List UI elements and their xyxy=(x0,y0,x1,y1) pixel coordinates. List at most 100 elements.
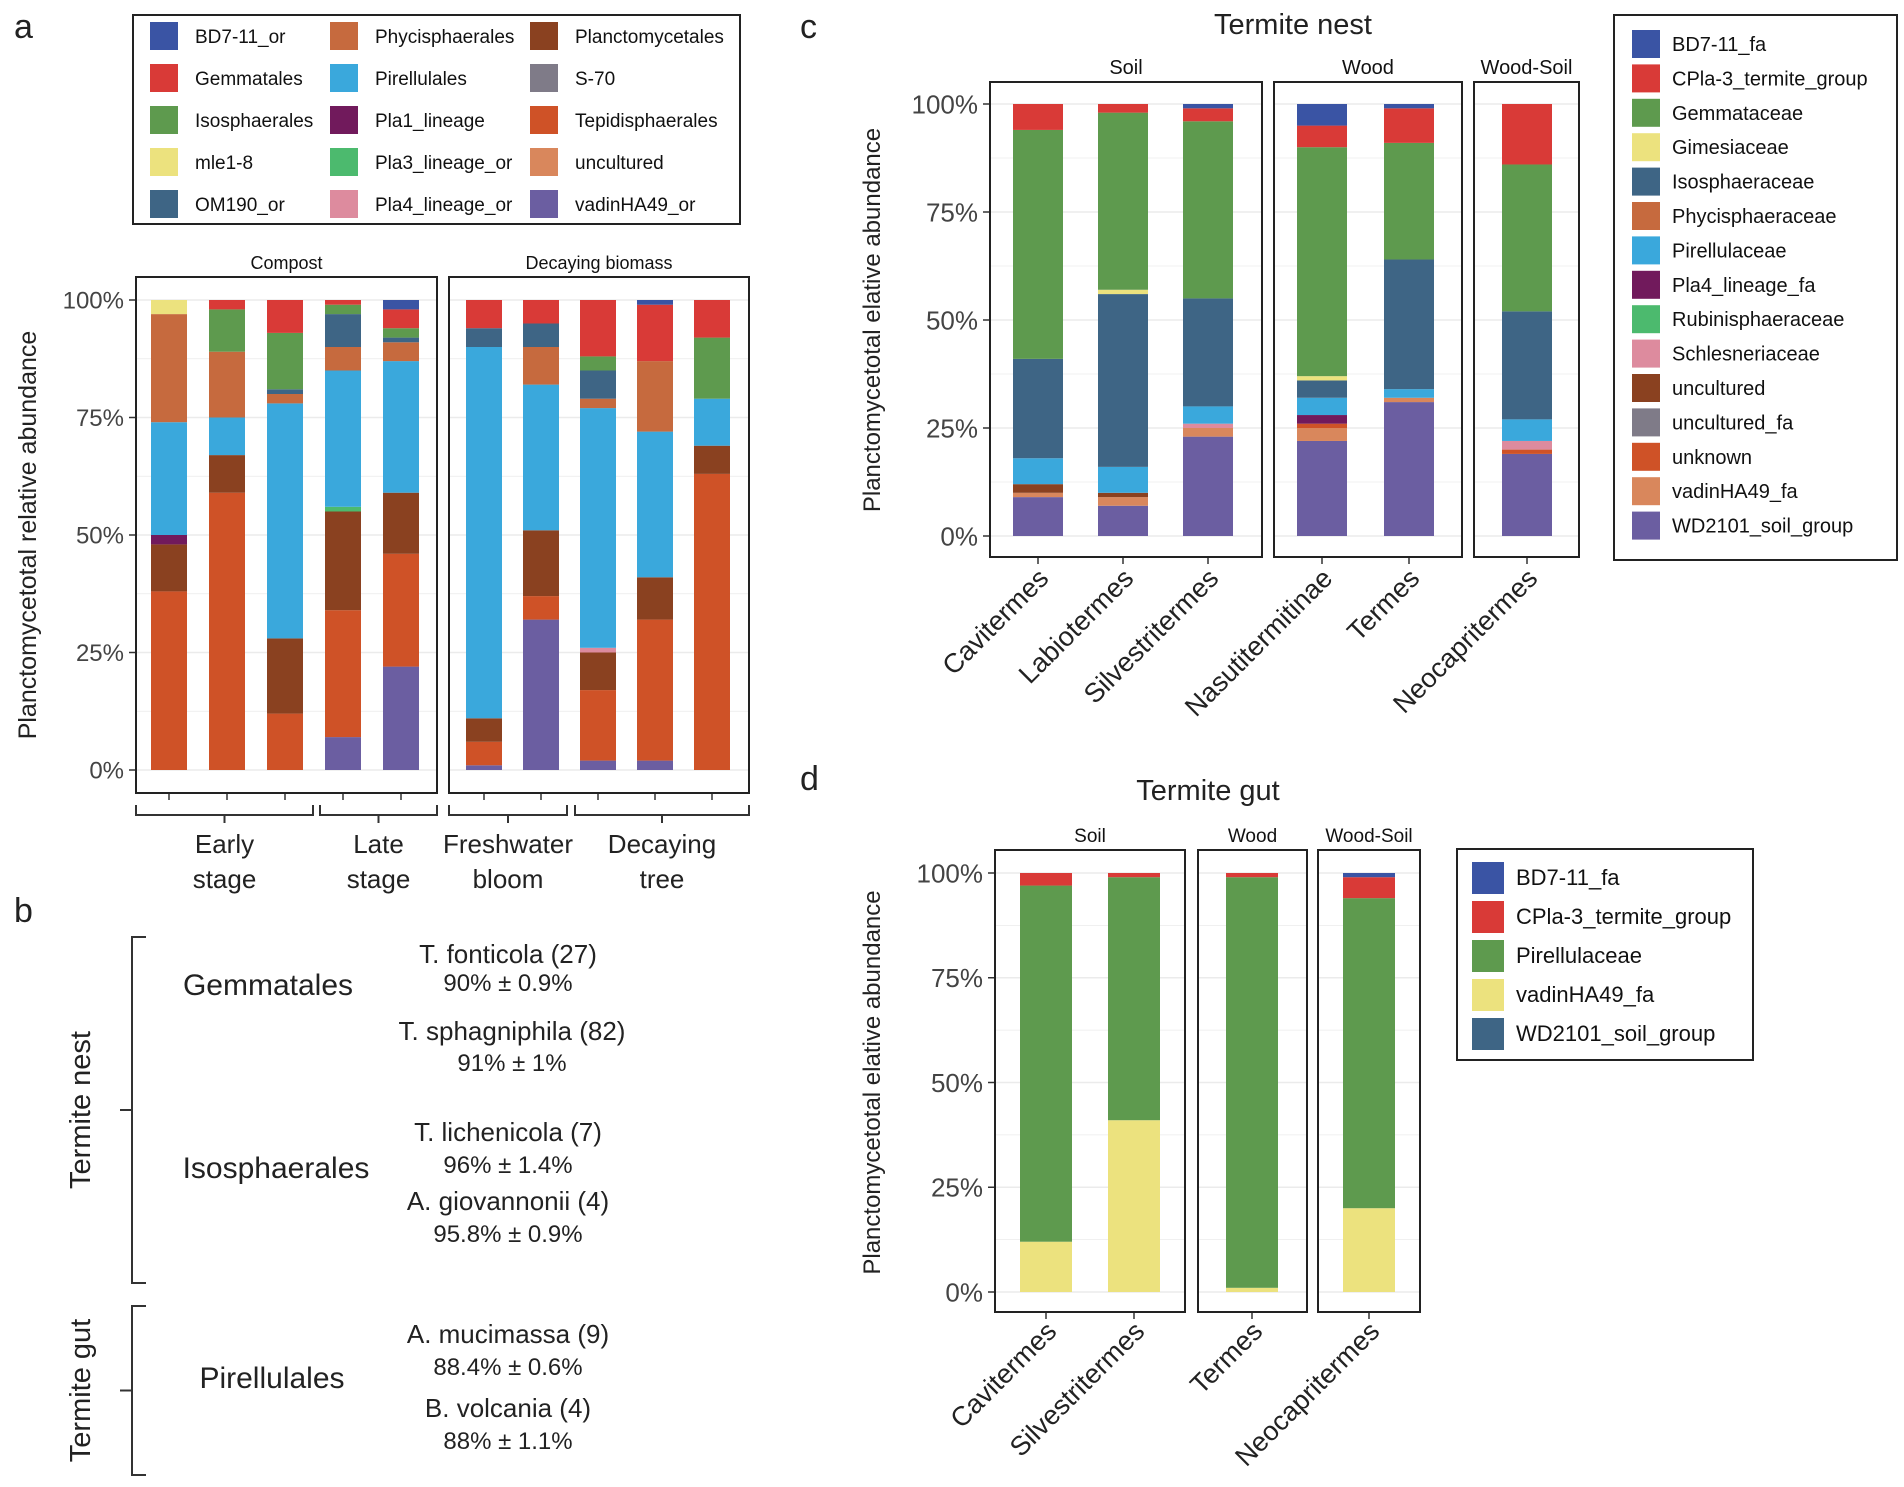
panel-a-facet-label: Compost xyxy=(250,253,322,273)
legend-item: WD2101_soil_group xyxy=(1472,1018,1715,1050)
panel-a-bar-segment xyxy=(383,328,419,338)
legend-item: Pirellulaceae xyxy=(1632,236,1787,265)
legend-swatch xyxy=(330,64,358,92)
panel-a-bar-segment xyxy=(209,351,245,418)
panel-a-bar-segment xyxy=(580,652,616,691)
panel-c-bar-segment xyxy=(1098,492,1148,498)
legend-item: Gemmatales xyxy=(150,64,303,92)
panel-c-bar-segment xyxy=(1384,402,1434,536)
panel-a-bar-segment xyxy=(637,760,673,770)
panel-a-facet-label: Decaying biomass xyxy=(525,253,672,273)
panel-a-bar xyxy=(209,300,245,770)
legend-swatch xyxy=(1632,133,1660,162)
legend-swatch xyxy=(1632,30,1660,58)
legend-item: uncultured xyxy=(1632,374,1765,402)
panel-b-bracket xyxy=(131,936,146,1284)
panel-a-bar-segment xyxy=(523,323,559,347)
legend-label: Gimesiaceae xyxy=(1672,137,1789,159)
panel-b-species-name: A. giovannonii (4) xyxy=(407,1186,609,1216)
panel-a-ylabel: Planctomycetotal relative abundance xyxy=(14,331,42,740)
panel-a-bar-segment xyxy=(466,347,502,719)
panel-a-group-bracket xyxy=(135,805,314,816)
panel-a-bar xyxy=(694,300,730,770)
legend-label: Pirellulaceae xyxy=(1672,240,1787,262)
panel-a-bar-segment xyxy=(325,314,361,347)
panel-c-bar-segment xyxy=(1384,142,1434,260)
legend-label: Planctomycetales xyxy=(575,27,724,48)
panel-c-bar xyxy=(1384,104,1434,536)
panel-d-facet-border xyxy=(994,849,1186,1313)
panel-d-ytick-label: 0% xyxy=(945,1277,983,1307)
panel-c-bar-segment xyxy=(1013,129,1063,359)
legend-swatch xyxy=(530,148,558,176)
panel-a-bar xyxy=(151,300,187,770)
panel-c-bar-segment xyxy=(1502,453,1552,536)
panel-a-group-label: tree xyxy=(640,864,685,894)
panel-a-bar xyxy=(325,300,361,770)
panel-c-bar-segment xyxy=(1013,497,1063,536)
legend-swatch xyxy=(530,22,558,50)
panel-c-bar-segment xyxy=(1297,428,1347,441)
legend-label: Pla4_lineage_or xyxy=(375,195,513,216)
panel-d-facet-label: Wood-Soil xyxy=(1325,826,1412,847)
panel-a-bar-segment xyxy=(523,530,559,597)
panel-b-species-value: 88.4% ± 0.6% xyxy=(433,1354,582,1381)
legend-swatch xyxy=(330,22,358,50)
panel-b-species-name: T. lichenicola (7) xyxy=(414,1117,602,1147)
panel-c-bar-segment xyxy=(1502,104,1552,165)
panel-a-ytick-label: 25% xyxy=(76,640,124,667)
panel-d-facet-border xyxy=(1197,849,1308,1313)
legend-item: vadinHA49_fa xyxy=(1632,477,1799,506)
legend-item: Phycisphaeraceae xyxy=(1632,202,1837,230)
panel-a-bar-segment xyxy=(325,300,361,305)
legend-swatch xyxy=(150,22,178,50)
panel-a-bar xyxy=(523,300,559,770)
panel-a-bar-segment xyxy=(466,741,502,766)
panel-b-order-label: Pirellulales xyxy=(199,1362,344,1395)
panel-a-bar-segment xyxy=(694,398,730,446)
panel-d-bar-segment xyxy=(1226,873,1278,878)
panel-a-bar-segment xyxy=(637,431,673,578)
legend-label: Phycisphaerales xyxy=(375,27,514,48)
legend-swatch xyxy=(150,148,178,176)
panel-c-bar-segment xyxy=(1013,104,1063,130)
panel-c-bar xyxy=(1098,104,1148,536)
panel-a-bar-segment xyxy=(580,300,616,357)
panel-c-bar-segment xyxy=(1098,497,1148,506)
panel-a-bar-segment xyxy=(209,309,245,352)
panel-a-bar-segment xyxy=(209,455,245,493)
legend-swatch xyxy=(530,190,558,218)
panel-a-ytick-label: 100% xyxy=(63,288,124,315)
panel-d-bar-segment xyxy=(1108,877,1160,1121)
panel-c-bar-segment xyxy=(1297,415,1347,424)
panel-a-bar-segment xyxy=(267,713,303,770)
panel-c-bar-segment xyxy=(1297,147,1347,377)
panel-a-bar-segment xyxy=(383,361,419,493)
panel-c-bar-segment xyxy=(1384,389,1434,398)
legend-swatch xyxy=(150,64,178,92)
panel-b-section-label: Termite gut xyxy=(65,1319,97,1462)
panel-a-bar xyxy=(466,300,502,770)
legend-swatch xyxy=(1472,901,1504,933)
panel-a-group-label: Late xyxy=(353,829,404,859)
legend-item: Pla4_lineage_or xyxy=(330,190,513,218)
panel-d-bar-segment xyxy=(1343,1208,1395,1292)
panel-c-bar-segment xyxy=(1502,164,1552,312)
legend-swatch xyxy=(1632,270,1660,299)
legend-label: vadinHA49_or xyxy=(575,195,696,216)
legend-label: WD2101_soil_group xyxy=(1516,1021,1715,1046)
legend-label: Pirellulaceae xyxy=(1516,943,1642,968)
panel-a-bar-segment xyxy=(580,690,616,761)
panel-a-bar-segment xyxy=(466,300,502,329)
panel-d-bar-segment xyxy=(1343,873,1395,878)
panel-a-ytick-label: 0% xyxy=(89,758,124,785)
panel-c-bar-segment xyxy=(1384,104,1434,109)
panel-d-ylabel: Planctomycetotal elative abundance xyxy=(859,890,886,1274)
panel-d-facet-label: Wood xyxy=(1228,826,1277,847)
panel-c-bar-segment xyxy=(1183,428,1233,437)
legend-swatch xyxy=(1472,1018,1504,1050)
panel-b-species-name: T. fonticola (27) xyxy=(419,939,597,969)
panel-a-bar-segment xyxy=(267,389,303,394)
panel-c-bar-segment xyxy=(1502,440,1552,450)
